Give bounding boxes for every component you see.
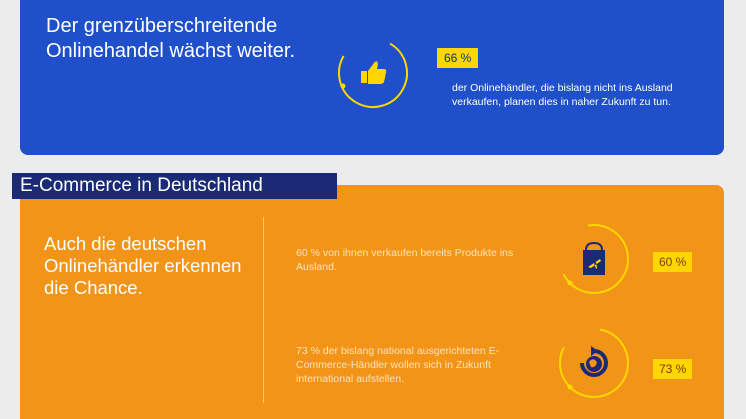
stat-text-2: 73 % der bislang national ausgerichteten…	[296, 345, 500, 385]
globe-arrow-icon	[559, 328, 629, 398]
stat-badge-1: 60 %	[653, 252, 693, 272]
stat-badge-2: 73 %	[653, 359, 693, 379]
orange-panel: Auch die deutschen Onlinehändler erkenne…	[20, 185, 724, 419]
divider	[263, 217, 264, 403]
section-label: E-Commerce in Deutschland	[12, 173, 337, 199]
stat-badge: 66 %	[437, 48, 479, 68]
thumbs-up-icon	[338, 38, 408, 108]
blue-panel: Der grenzüberschreitende Onlinehandel wä…	[20, 0, 724, 155]
stat-text-1: 60 % von ihnen verkaufen bereits Produkt…	[296, 247, 514, 273]
shopping-bag-plane-icon	[559, 224, 629, 294]
headline: Der grenzüberschreitende Onlinehandel wä…	[46, 15, 296, 62]
stat-description: der Onlinehändler, die bislang nicht ins…	[452, 82, 673, 108]
section-title: Auch die deutschen Onlinehändler erkenne…	[44, 233, 242, 298]
